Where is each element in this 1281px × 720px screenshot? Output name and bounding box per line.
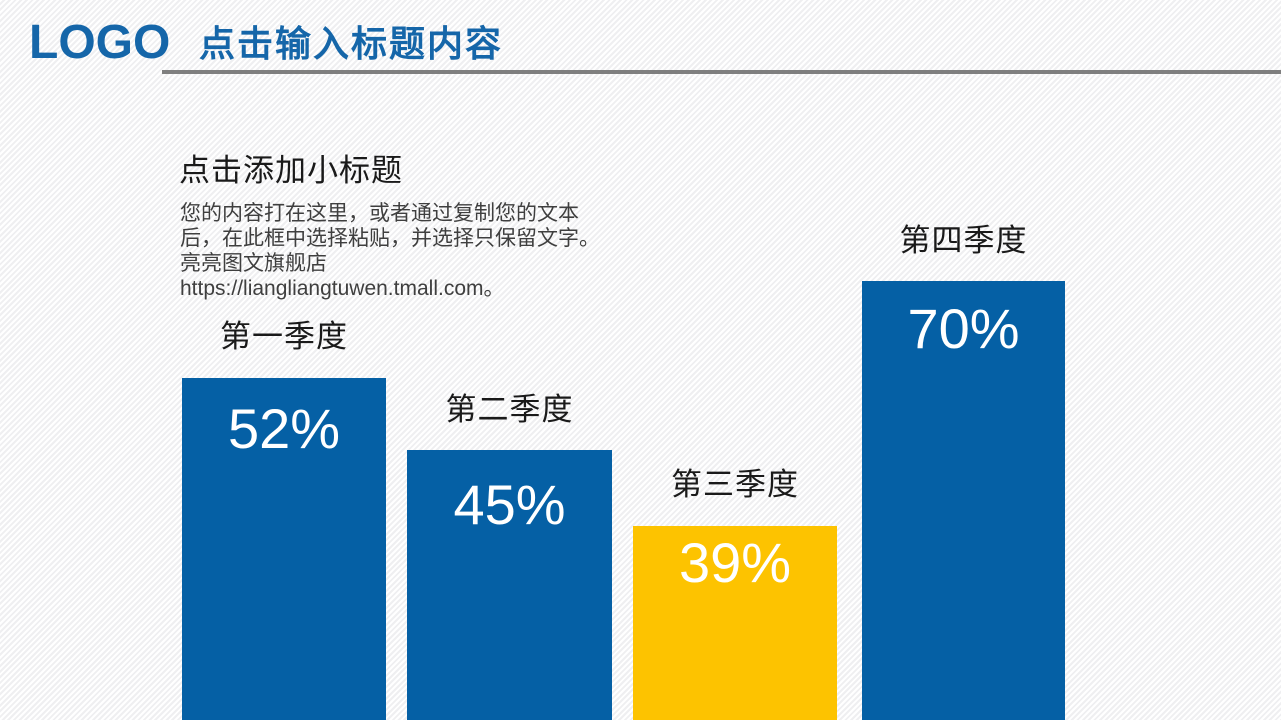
bar-group-q4: 第四季度 70% (862, 224, 1065, 720)
body-line: 亮亮图文旗舰店 (180, 252, 327, 275)
logo-text: LOGO (29, 16, 171, 69)
bar-rect-q2: 45% (407, 450, 612, 720)
bar-label-q4: 第四季度 (899, 223, 1028, 258)
bar-rect-q4: 70% (862, 281, 1065, 720)
body-paragraph: 您的内容打在这里，或者通过复制您的文本 后，在此框中选择粘贴，并选择只保留文字。… (180, 201, 600, 301)
section-subtitle: 点击添加小标题 (179, 153, 403, 188)
bar-label-q2: 第二季度 (445, 392, 574, 427)
header-divider (162, 70, 1281, 74)
body-url: https://liangliangtuwen.tmall.com。 (180, 277, 505, 300)
bar-group-q1: 第一季度 52% (182, 320, 386, 720)
bar-rect-q1: 52% (182, 378, 386, 720)
bar-group-q3: 第三季度 39% (633, 468, 837, 720)
bar-label-q3: 第三季度 (671, 467, 799, 502)
bar-value-q1: 52% (227, 397, 341, 460)
body-line: 后，在此框中选择粘贴，并选择只保留文字。 (180, 227, 600, 250)
bar-value-q2: 45% (453, 473, 566, 536)
bar-group-q2: 第二季度 45% (407, 393, 612, 720)
bar-rect-q3: 39% (633, 526, 837, 720)
slide-title: 点击输入标题内容 (199, 23, 504, 64)
body-line: 您的内容打在这里，或者通过复制您的文本 (180, 202, 579, 225)
bar-label-q1: 第一季度 (220, 319, 348, 354)
bar-value-q4: 70% (907, 297, 1020, 360)
bar-value-q3: 39% (678, 531, 792, 594)
